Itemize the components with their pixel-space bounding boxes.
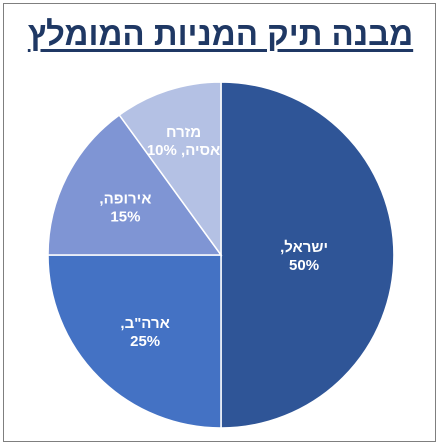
pie-slice-1 <box>220 81 395 429</box>
chart-title: מבנה תיק המניות המומלץ <box>27 15 414 52</box>
pie-slice-3 <box>47 113 223 256</box>
slice-label-2: ארה"ב, 25% <box>120 315 169 350</box>
slice-label-1: ישראל, 50% <box>280 239 328 274</box>
pie-slice-4 <box>118 81 222 258</box>
slice-label-4: מזרח אסיה, 10% <box>147 124 220 159</box>
pie-slice-2 <box>47 254 222 429</box>
slice-label-3: אירופה, 15% <box>99 190 151 225</box>
